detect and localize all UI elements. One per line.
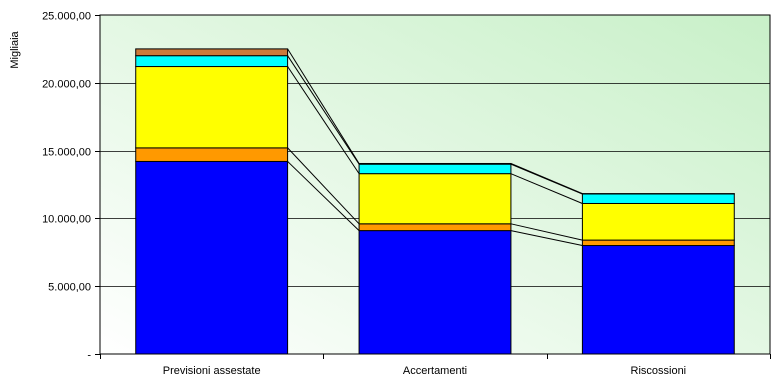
- x-tick-label: Previsioni assestate: [163, 365, 261, 377]
- connector-line: [287, 147, 360, 225]
- connector-lines: [287, 48, 583, 247]
- x-tick-label: Riscossioni: [631, 365, 687, 377]
- bar-segment: [358, 230, 512, 355]
- bar-segment: [358, 162, 512, 165]
- bar-segment: [581, 202, 735, 241]
- bars: [135, 48, 735, 355]
- y-tick-label: 10.000,00: [42, 214, 91, 226]
- y-axis-title: Migliaia: [9, 30, 21, 68]
- connector-line: [510, 163, 583, 195]
- y-tick-label: 25.000,00: [42, 11, 91, 23]
- bar-segment: [581, 239, 735, 247]
- connector-line: [287, 48, 360, 164]
- bar-segment: [581, 245, 735, 355]
- bar-segment: [135, 160, 289, 355]
- connector-line: [510, 223, 583, 241]
- y-tick-label: -: [87, 350, 91, 362]
- bar-segment: [135, 147, 289, 162]
- bar-segment: [135, 48, 289, 57]
- connector-line: [287, 55, 360, 165]
- connector-line: [287, 66, 360, 174]
- bar-segment: [358, 223, 512, 232]
- connector-line: [510, 173, 583, 204]
- bar-segment: [135, 66, 289, 149]
- connector-line: [287, 161, 360, 231]
- y-tick-label: 15.000,00: [42, 147, 91, 159]
- y-tick-label: 20.000,00: [42, 79, 91, 91]
- bar-segment: [358, 163, 512, 175]
- x-axis: Previsioni assestate Accertamenti Riscossi…: [100, 354, 771, 377]
- bar-segment: [358, 173, 512, 225]
- x-tick-label: Accertamenti: [403, 365, 467, 377]
- y-tick-label: 5.000,00: [48, 282, 91, 294]
- connector-line: [510, 230, 583, 247]
- bar-segment: [581, 193, 735, 204]
- y-axis: - 5.000,00 10.000,00 15.000,00 20.000,00 25.0…: [42, 11, 100, 362]
- bar-segment: [135, 55, 289, 68]
